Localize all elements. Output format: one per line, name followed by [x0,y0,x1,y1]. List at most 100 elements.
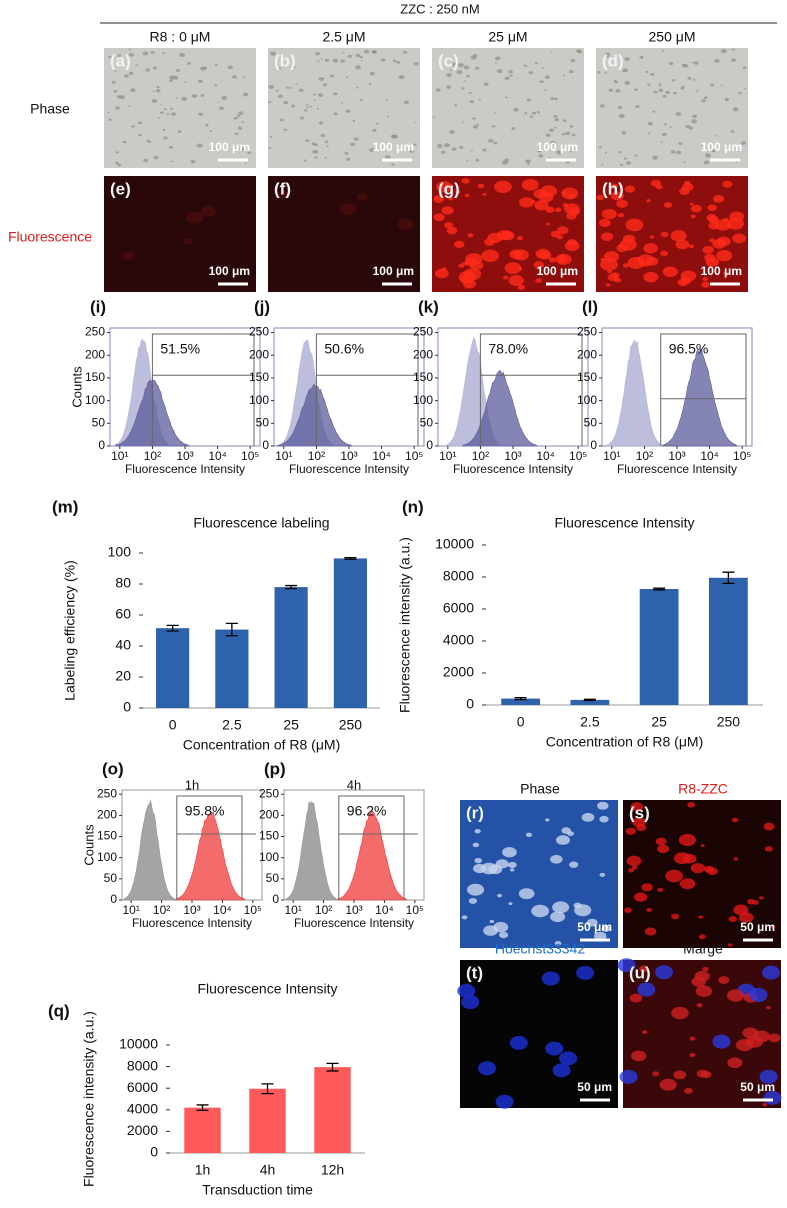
cell [498,931,509,939]
panel-label: (u) [629,963,651,982]
cell [322,83,328,87]
x-tick-label: 10⁴ [700,449,719,463]
cell [617,212,625,218]
y-tick-label: 0 [590,438,597,452]
chart-title: Fluorescence Intensity [554,515,694,531]
cell [289,87,293,89]
cell [344,152,349,155]
cell [119,95,125,100]
cell [764,846,773,852]
cell [128,48,132,51]
cell [536,111,541,114]
cell [413,143,417,146]
cell [454,104,458,107]
cell [714,59,720,63]
y-tick-label: 2000 [127,1122,158,1138]
cell [766,1006,771,1010]
cell [630,802,644,812]
cell [484,238,495,246]
cell [352,119,356,123]
cell [317,60,320,63]
cell [311,142,316,146]
cell [536,148,542,153]
cell [759,896,764,900]
cell [690,204,702,213]
cell [441,267,447,272]
cell [501,230,515,241]
cell [157,117,160,119]
cell [661,132,667,137]
cell [763,822,775,831]
cell [702,966,709,972]
cell [275,89,279,92]
cell [568,193,576,199]
header-title: ZZC : 250 nM [400,1,479,16]
cell [637,982,656,997]
cell [508,902,513,906]
bar [570,699,610,705]
cell [564,240,580,252]
flow-curve [662,348,738,447]
cell [448,197,454,201]
micro-title: R8-ZZC [678,781,728,797]
cell [350,142,356,146]
micrograph [460,960,618,1108]
cell [684,1087,693,1094]
bar [501,698,541,705]
cell [550,911,566,923]
cell [217,101,220,103]
cell [472,842,480,848]
cell [531,904,550,918]
cell [162,52,166,55]
cell [556,234,564,240]
cell [669,126,672,129]
cell [566,212,577,220]
cell [620,62,623,64]
scale-bar-label: 100 μm [701,140,742,154]
gate-percent: 96.5% [669,341,709,357]
cell [538,154,544,158]
x-tick-label: 10³ [340,449,357,463]
cell [298,88,304,92]
y-tick-label: 100 [577,393,597,407]
cell [570,59,576,63]
cell [177,130,182,133]
cell [544,89,547,92]
x-axis-label: Fluorescence Intensity [453,462,573,476]
cell [671,79,676,82]
cell [702,277,708,282]
cell [615,88,621,93]
cell [131,125,135,128]
cell [130,88,136,92]
cell [332,58,339,63]
cell [115,161,119,165]
panel-label: (r) [466,803,484,822]
cell [191,94,198,99]
cell [696,1003,703,1008]
cell [472,117,476,120]
cell [345,109,351,113]
column-title: R8 : 0 μM [150,29,211,45]
gate-percent: 50.6% [324,341,364,357]
cell [353,137,359,141]
y-tick-label: 0 [150,1144,158,1160]
cell [368,83,372,85]
chart-title: Fluorescence Intensity [197,981,337,997]
cell [509,249,524,260]
cell [321,77,325,80]
cell [678,142,683,145]
x-tick-label: 10⁵ [569,449,587,463]
cell [380,58,386,62]
cell [504,262,522,274]
panel-label: (j) [254,297,270,316]
cell [725,99,728,101]
cell [742,66,747,70]
cell [214,63,218,66]
cell [634,88,638,92]
panel-label: (o) [102,759,124,778]
y-tick-label: 0 [98,438,105,452]
cell [526,98,532,102]
cell [731,817,739,823]
cell [604,151,608,154]
panel-label: (i) [90,297,106,316]
